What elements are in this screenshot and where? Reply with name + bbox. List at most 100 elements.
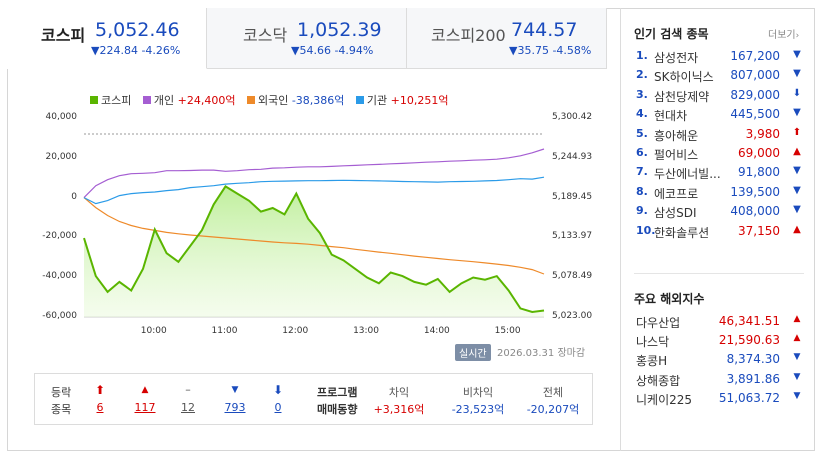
stock-price: 829,000 [730,87,780,102]
stock-price: 445,500 [730,107,780,122]
right-tick-label: 5,133.97 [552,231,593,242]
tab-value: 5,052.46 [95,19,180,41]
arrow-down-icon: ▼ [793,49,801,60]
legend-name: 기관 [366,94,388,107]
tab-name: 코스피 [41,26,86,45]
index-price: 8,374.30 [726,352,780,367]
stock-name: 삼성전자 [654,51,699,65]
tab-change: ▼224.84 -4.26% [91,44,181,57]
stock-name: 삼성SDI [654,206,697,221]
right-tick-label: 5,300.42 [552,112,593,122]
overseas-item[interactable]: 나스닥 21,590.63 ▲ [636,333,804,349]
limit-up-count[interactable]: 6 [96,401,104,414]
stock-name: 에코프로 [654,186,699,201]
market-stats-box: 등락 종목 ⬆ 6 ▲ 117 – 12 ▼ 793 ⬇ 0 프로그램 매매동향… [34,373,593,425]
index-name: 다우산업 [636,316,681,330]
popular-item[interactable]: 7. 두산에너빌... 91,800 ▼ [636,165,804,181]
up-count[interactable]: 117 [134,401,156,414]
program-label-1: 프로그램 [317,386,358,399]
limit-down-count[interactable]: 0 [274,401,282,414]
stock-price: 69,000 [738,146,780,160]
x-tick-label: 12:00 [282,326,309,336]
legend-item-individual[interactable]: 개인 +24,400억 [142,94,235,107]
rank-number: 3. [636,87,648,101]
tab-value: 1,052.39 [297,19,382,41]
popular-item[interactable]: 9. 삼성SDI 408,000 ▼ [636,204,804,220]
stock-price: 408,000 [730,204,780,219]
overseas-item[interactable]: 홍콩H 8,374.30 ▼ [636,352,804,368]
index-name: 상해종합 [636,373,681,388]
stock-name: 흥아해운 [654,128,699,143]
tab-change: ▼54.66 -4.94% [291,44,374,57]
popular-item[interactable]: 6. 펄어비스 69,000 ▲ [636,146,804,162]
popular-item[interactable]: 8. 에코프로 139,500 ▼ [636,185,804,201]
more-label: 더보기 [768,30,796,41]
down-icon: ▼ [231,385,239,395]
stock-price: 91,800 [738,165,780,180]
tab-kospi[interactable]: 코스피 5,052.46 ▼224.84 -4.26% [7,8,207,69]
index-name: 홍콩H [636,354,668,369]
limit-up-icon: ⬆ [94,383,106,397]
rank-number: 4. [636,107,648,121]
flat-count[interactable]: 12 [181,401,195,414]
index-price: 21,590.63 [718,333,780,348]
arrow-down-icon: ▼ [793,371,801,382]
legend-item-institution[interactable]: 기관 +10,251억 [355,94,449,107]
arrow-up-icon: ▲ [793,333,801,344]
popular-item[interactable]: 10. 한화솔루션 37,150 ▲ [636,224,804,240]
more-link[interactable]: 더보기› [768,26,799,41]
stock-price: 807,000 [730,68,780,83]
tab-kosdaq[interactable]: 코스닥 1,052.39 ▼54.66 -4.94% [207,8,407,69]
arrow-up-icon: ⬆ [792,126,802,138]
total-value: -20,207억 [526,403,580,416]
legend-name: 코스피 [101,94,132,107]
arrow-down-icon: ▼ [793,204,801,216]
stock-price: 139,500 [730,184,780,199]
overseas-title: 주요 해외지수 [634,292,705,306]
index-price: 51,063.72 [718,390,780,405]
chart-date: 2026.03.31 장마감 [497,344,585,359]
rank-number: 7. [636,165,648,179]
right-tick-label: 5,244.93 [552,151,593,162]
index-price: 3,891.86 [726,371,780,386]
legend-value: -38,386억 [291,94,345,107]
arrow-down-icon: ▼ [793,184,801,196]
overseas-item[interactable]: 니케이225 51,063.72 ▼ [636,391,804,407]
chart-legend: 코스피 개인 +24,400억 외국인 -38,386억 기관 +10,251억 [90,92,457,108]
flat-icon: – [185,383,191,396]
arrow-down-icon: ⬇ [792,87,802,99]
arrow-down-icon: ▼ [793,165,801,177]
market-status: 장마감 [557,348,586,359]
tab-kospi200[interactable]: 코스피200 744.57 ▼35.75 -4.58% [407,8,607,69]
non-arbitrage-value: -23,523억 [451,403,505,416]
legend-item-kospi[interactable]: 코스피 [90,94,131,107]
x-tick-label: 14:00 [423,326,450,336]
popular-item[interactable]: 2. SK하이닉스 807,000 ▼ [636,68,804,84]
tab-name: 코스닥 [243,26,288,45]
right-tick-label: 5,023.00 [552,311,593,321]
limit-down-icon: ⬇ [272,383,284,397]
legend-name: 외국인 [257,94,289,107]
stock-price: 167,200 [730,49,780,63]
popular-item[interactable]: 5. 흥아해운 3,980 ⬆ [636,127,804,143]
tab-value: 744.57 [511,19,578,41]
total-label: 전체 [542,386,564,399]
left-tick-label: 0 [71,191,77,202]
x-tick-label: 10:00 [140,326,167,336]
overseas-item[interactable]: 상해종합 3,891.86 ▼ [636,372,804,388]
left-tick-label: -60,000 [42,311,77,321]
overseas-item[interactable]: 다우산업 46,341.51 ▲ [636,314,804,330]
x-tick-label: 15:00 [494,326,521,336]
stock-price: 3,980 [745,126,780,141]
popular-item[interactable]: 4. 현대차 445,500 ▼ [636,107,804,123]
popular-item[interactable]: 3. 삼천당제약 829,000 ⬇ [636,88,804,104]
tab-change: ▼35.75 -4.58% [509,44,592,57]
legend-item-foreign[interactable]: 외국인 -38,386억 [246,94,345,107]
up-icon: ▲ [141,385,149,395]
program-label-2: 매매동향 [317,403,358,416]
popular-item[interactable]: 1. 삼성전자 167,200 ▼ [636,49,804,65]
tab-name: 코스피200 [431,26,506,45]
left-tick-label: 20,000 [45,151,78,162]
down-count[interactable]: 793 [224,401,246,414]
left-tick-label: -40,000 [42,271,77,282]
